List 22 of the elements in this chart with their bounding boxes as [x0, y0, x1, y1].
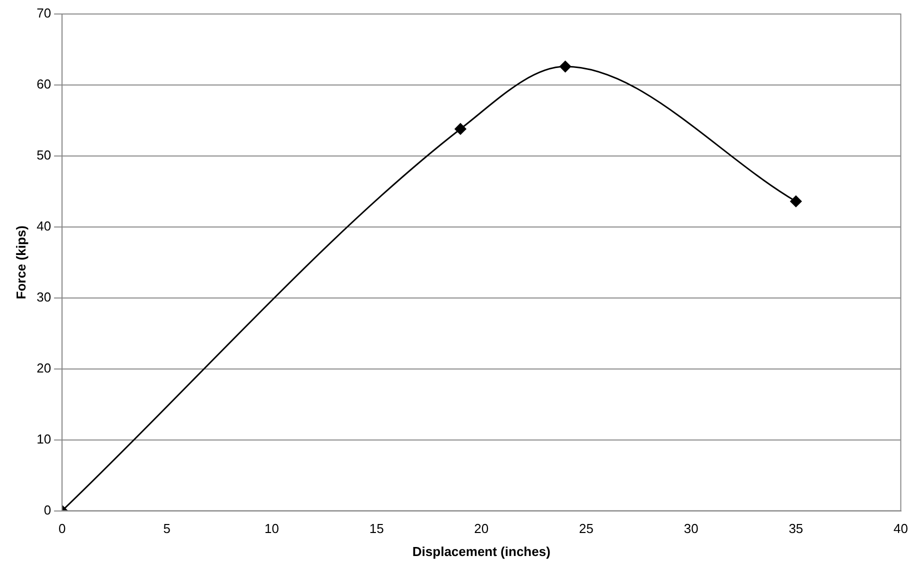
x-tick-label: 0 — [58, 521, 66, 536]
point — [454, 123, 466, 135]
x-axis-title: Displacement (inches) — [412, 544, 550, 559]
x-tick-label: 30 — [684, 521, 698, 536]
x-tick-label: 25 — [579, 521, 594, 536]
x-tick-label: 20 — [474, 521, 489, 536]
x-tick-label: 10 — [264, 521, 279, 536]
x-tick-label: 15 — [369, 521, 384, 536]
x-tick-label: 5 — [163, 521, 171, 536]
y-tick-label: 50 — [36, 148, 52, 163]
y-tick-label: 60 — [36, 76, 52, 92]
point — [560, 60, 572, 72]
y-tick-label: 30 — [36, 289, 52, 304]
y-tick-label: 0 — [44, 502, 52, 518]
y-tick-label: 20 — [36, 360, 52, 376]
point — [790, 196, 802, 208]
y-tick-label: 10 — [36, 431, 52, 446]
y-tick-label: 40 — [36, 218, 52, 234]
y-tick-label: 70 — [36, 6, 52, 21]
x-tick-label: 35 — [788, 521, 804, 536]
y-axis-title: Force (kips) — [13, 226, 28, 300]
x-tick-label: 40 — [894, 521, 908, 536]
